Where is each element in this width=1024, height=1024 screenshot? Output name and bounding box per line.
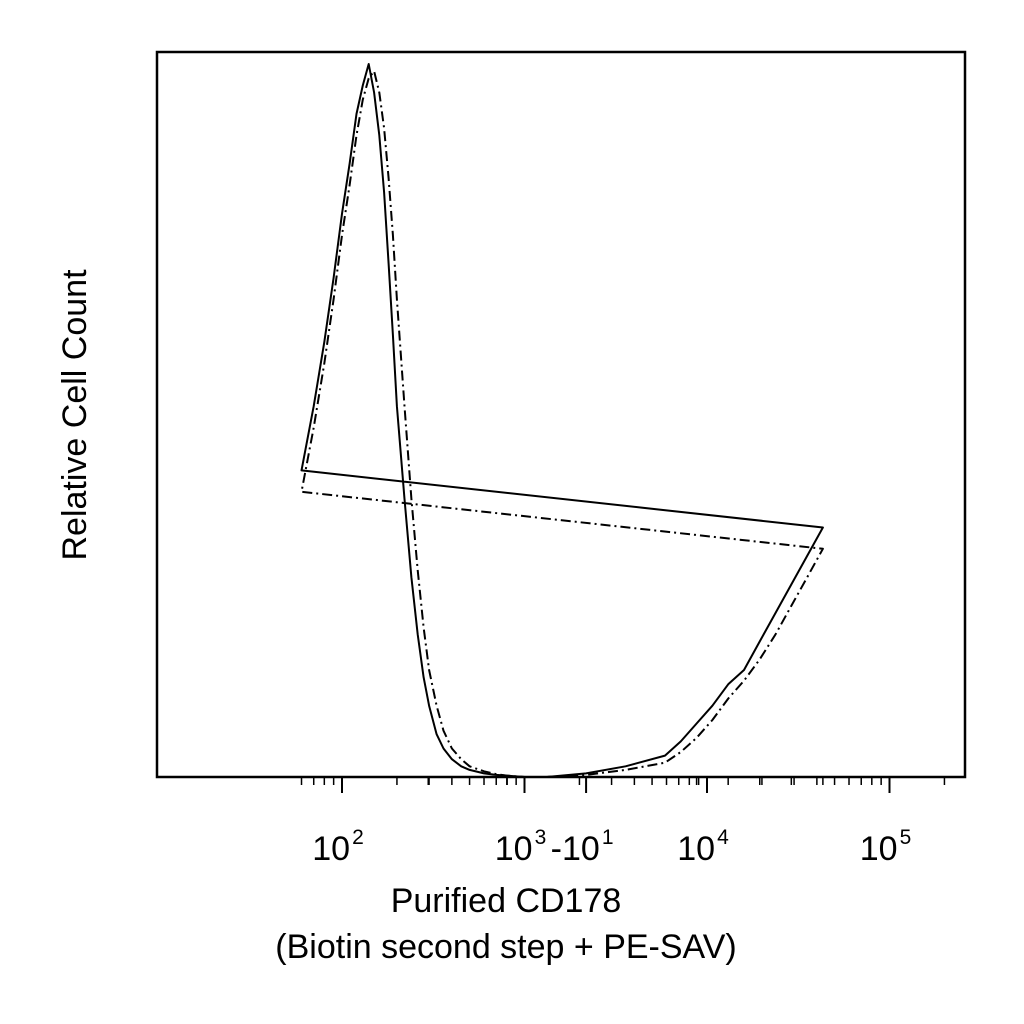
x-tick-label-0: -101 bbox=[551, 826, 614, 868]
x-axis-title-line2: (Biotin second step + PE-SAV) bbox=[275, 928, 736, 966]
series-line-solid bbox=[300, 63, 824, 778]
x-axis-ticks bbox=[300, 777, 946, 793]
x-tick-label-2: 103 bbox=[495, 826, 547, 868]
series-line-dashdot bbox=[300, 70, 824, 778]
y-axis-title: Relative Cell Count bbox=[56, 269, 94, 561]
x-tick-label-3: 104 bbox=[677, 826, 729, 868]
x-axis-title: Purified CD178 bbox=[391, 882, 622, 920]
series-group bbox=[300, 63, 824, 778]
x-axis-tick-labels: -101 102 103 104 105 bbox=[312, 826, 911, 868]
plot-area-frame bbox=[155, 50, 967, 779]
x-tick-label-4: 105 bbox=[860, 826, 912, 868]
x-tick-label-1: 102 bbox=[312, 826, 364, 868]
